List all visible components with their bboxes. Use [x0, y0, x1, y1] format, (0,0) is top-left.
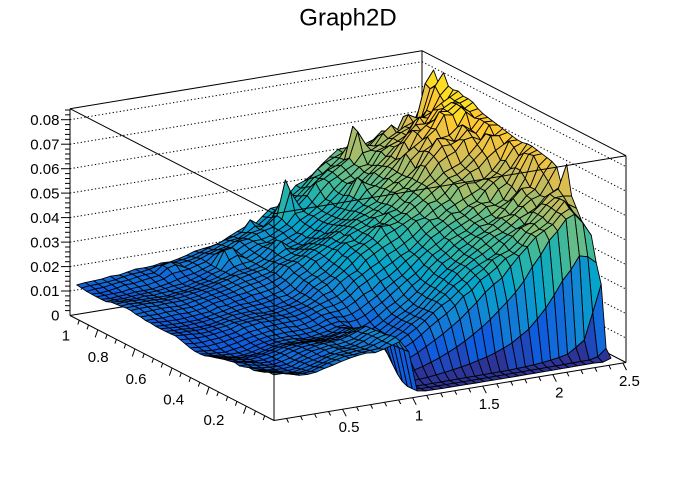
svg-text:Graph2D: Graph2D [299, 5, 396, 32]
svg-text:0.04: 0.04 [30, 210, 59, 227]
svg-text:1: 1 [415, 408, 423, 425]
svg-text:2.5: 2.5 [619, 373, 640, 390]
svg-text:0.03: 0.03 [30, 234, 59, 251]
svg-text:0.07: 0.07 [30, 136, 59, 153]
svg-text:0.05: 0.05 [30, 185, 59, 202]
svg-text:0.2: 0.2 [203, 412, 224, 429]
svg-text:0.02: 0.02 [30, 259, 59, 276]
svg-text:0.8: 0.8 [88, 349, 109, 366]
svg-text:0.5: 0.5 [339, 419, 360, 436]
svg-text:1.5: 1.5 [479, 396, 500, 413]
svg-text:0: 0 [51, 308, 59, 325]
svg-text:2: 2 [555, 385, 563, 402]
svg-text:1: 1 [62, 327, 70, 344]
svg-text:0.6: 0.6 [126, 371, 147, 388]
svg-text:0.01: 0.01 [30, 283, 59, 300]
svg-text:0.08: 0.08 [30, 112, 59, 129]
svg-text:0.4: 0.4 [163, 391, 184, 408]
svg-text:0.06: 0.06 [30, 161, 59, 178]
